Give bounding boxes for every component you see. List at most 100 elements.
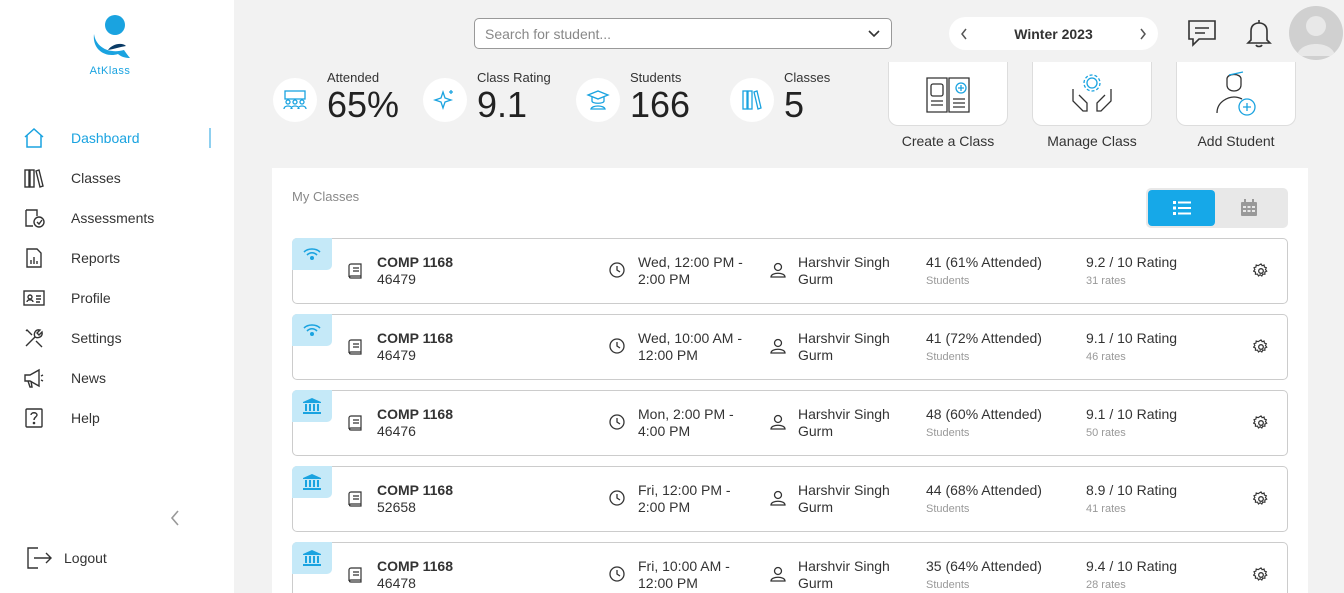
sidebar-item-dashboard[interactable]: Dashboard (0, 118, 234, 158)
action-label: Create a Class (901, 133, 995, 149)
class-time-line2: 2:00 PM (638, 499, 691, 515)
list-view-button[interactable] (1148, 190, 1215, 226)
add-student-button[interactable]: Add Student (1176, 62, 1296, 149)
next-term-icon[interactable] (1138, 27, 1148, 41)
rates-count: 31 rates (1086, 275, 1126, 287)
course-icon (348, 491, 362, 507)
sidebar-item-reports[interactable]: Reports (0, 238, 234, 278)
campus-icon (292, 466, 332, 498)
students-count: 44 (68% Attended) (926, 482, 1042, 498)
sidebar-item-label: Classes (71, 170, 121, 186)
rates-count: 28 rates (1086, 579, 1126, 591)
sidebar: AtKlass Dashboard Classes Assessments Re… (0, 0, 234, 593)
sidebar-item-settings[interactable]: Settings (0, 318, 234, 358)
course-icon (348, 415, 362, 431)
course-section: 46476 (377, 423, 416, 439)
course-section: 46479 (377, 271, 416, 287)
instructor-line2: Gurm (798, 347, 833, 363)
logout-button[interactable]: Logout (26, 546, 107, 570)
clock-icon (609, 490, 625, 506)
gear-icon[interactable] (1253, 263, 1269, 279)
manage-class-button[interactable]: Manage Class (1032, 62, 1152, 149)
calendar-view-button[interactable] (1215, 190, 1282, 226)
students-count: 48 (60% Attended) (926, 406, 1042, 422)
course-code: COMP 1168 (377, 482, 454, 498)
sidebar-item-news[interactable]: News (0, 358, 234, 398)
course-icon (348, 263, 362, 279)
sidebar-item-assessments[interactable]: Assessments (0, 198, 234, 238)
instructor-line1: Harshvir Singh (798, 558, 890, 574)
students-count: 41 (72% Attended) (926, 330, 1042, 346)
help-icon (22, 406, 46, 430)
gear-icon[interactable] (1253, 491, 1269, 507)
clock-icon (609, 262, 625, 278)
class-time-line1: Wed, 10:00 AM - (638, 330, 743, 346)
class-time-line2: 4:00 PM (638, 423, 691, 439)
instructor-line1: Harshvir Singh (798, 406, 890, 422)
notifications-button[interactable] (1244, 18, 1274, 48)
class-row[interactable]: COMP 1168 46476 Mon, 2:00 PM - 4:00 PM H… (292, 390, 1288, 456)
clock-icon (609, 566, 625, 582)
stat-class-rating: Class Rating 9.1 (423, 70, 551, 125)
instructor-line2: Gurm (798, 423, 833, 439)
gear-icon[interactable] (1253, 415, 1269, 431)
panel-title: My Classes (292, 189, 360, 204)
sidebar-item-help[interactable]: Help (0, 398, 234, 438)
class-row[interactable]: COMP 1168 46479 Wed, 12:00 PM - 2:00 PM … (292, 238, 1288, 304)
class-row[interactable]: COMP 1168 52658 Fri, 12:00 PM - 2:00 PM … (292, 466, 1288, 532)
class-row[interactable]: COMP 1168 46478 Fri, 10:00 AM - 12:00 PM… (292, 542, 1288, 593)
course-section: 46478 (377, 575, 416, 591)
report-icon (22, 246, 46, 270)
instructor-line1: Harshvir Singh (798, 482, 890, 498)
class-rating: 8.9 / 10 Rating (1086, 482, 1178, 498)
clock-icon (609, 414, 625, 430)
app-logo[interactable]: AtKlass (84, 14, 136, 77)
stat-attended: Attended 65% (273, 70, 399, 125)
search-input[interactable] (485, 25, 867, 42)
megaphone-icon (22, 366, 46, 390)
class-time-line2: 12:00 PM (638, 347, 698, 363)
collapse-sidebar-button[interactable] (166, 508, 184, 528)
students-count: 41 (61% Attended) (926, 254, 1042, 270)
create-class-button[interactable]: Create a Class (888, 62, 1008, 149)
stat-label: Class Rating (477, 70, 551, 85)
instructor-line2: Gurm (798, 499, 833, 515)
avatar[interactable] (1289, 6, 1343, 60)
sidebar-item-label: Settings (71, 330, 122, 346)
instructor-line2: Gurm (798, 575, 833, 591)
class-row[interactable]: COMP 1168 46479 Wed, 10:00 AM - 12:00 PM… (292, 314, 1288, 380)
user-avatar-icon (1297, 16, 1335, 56)
assessment-icon (22, 206, 46, 230)
sidebar-item-classes[interactable]: Classes (0, 158, 234, 198)
students-sub: Students (926, 427, 970, 439)
chevron-down-icon[interactable] (867, 29, 881, 39)
gear-icon[interactable] (1253, 567, 1269, 583)
class-time-line1: Fri, 12:00 PM - (638, 482, 731, 498)
online-icon (292, 238, 332, 270)
action-label: Add Student (1197, 133, 1275, 149)
prev-term-icon[interactable] (959, 27, 969, 41)
sidebar-item-label: Profile (71, 290, 111, 306)
list-icon (1172, 201, 1191, 215)
class-time-line1: Fri, 10:00 AM - (638, 558, 730, 574)
group-icon (273, 78, 317, 122)
campus-icon (292, 542, 332, 574)
messages-button[interactable] (1187, 18, 1217, 48)
tools-icon (22, 326, 46, 350)
class-time-line1: Wed, 12:00 PM - (638, 254, 743, 270)
chevron-left-icon (170, 510, 179, 526)
stat-value: 9.1 (477, 84, 528, 125)
students-sub: Students (926, 503, 970, 515)
stat-value: 65% (327, 84, 400, 125)
stat-value: 166 (630, 84, 691, 125)
bell-icon (1246, 20, 1272, 48)
sidebar-nav: Dashboard Classes Assessments Reports Pr… (0, 118, 234, 438)
logo-icon (93, 15, 130, 58)
students-sub: Students (926, 275, 970, 287)
student-search[interactable] (474, 18, 892, 49)
course-code: COMP 1168 (377, 254, 454, 270)
user-icon (770, 262, 786, 278)
sidebar-item-profile[interactable]: Profile (0, 278, 234, 318)
gear-icon[interactable] (1253, 339, 1269, 355)
logout-icon (27, 547, 52, 569)
